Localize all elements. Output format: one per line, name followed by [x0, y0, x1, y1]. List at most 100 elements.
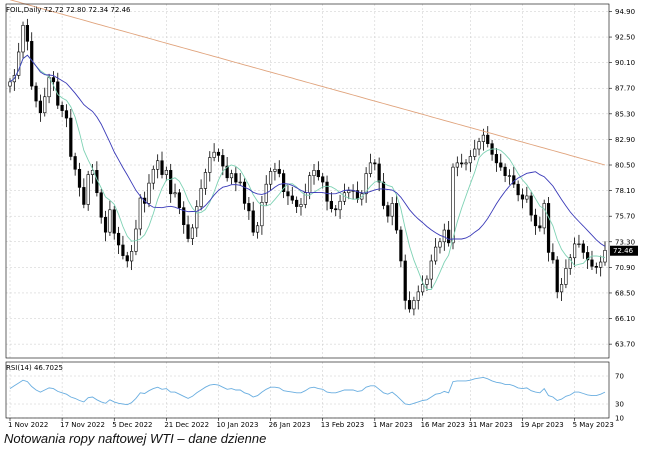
- candle-body: [481, 134, 485, 142]
- x-tick-label: 5 May 2023: [573, 421, 614, 429]
- candle-body: [17, 51, 21, 76]
- candle-body: [368, 162, 373, 174]
- candle-body: [473, 148, 477, 157]
- x-tick-label: 1 Nov 2022: [8, 421, 48, 429]
- candle-body: [116, 232, 121, 246]
- price-chart-svg: 94.90 92.50 90.10 87.70 85.30 82.90 80.50 78.10…: [5, 0, 638, 429]
- rsi-tick-label: 30: [615, 401, 624, 409]
- candle-body: [221, 155, 225, 167]
- candle-body: [69, 117, 73, 157]
- candle-body: [121, 244, 125, 256]
- candle-body: [347, 190, 351, 194]
- candle-body: [173, 192, 177, 195]
- moving-averages: [9, 0, 606, 290]
- candle-body: [277, 168, 281, 174]
- y-tick-label: 73.30: [615, 238, 635, 246]
- candle-body: [572, 243, 577, 259]
- candle-body: [138, 197, 142, 230]
- candle-body: [464, 162, 468, 165]
- candle-body: [407, 300, 412, 310]
- candle-body: [73, 156, 77, 170]
- x-tick-label: 5 Dec 2022: [112, 421, 152, 429]
- candle-body: [581, 243, 585, 253]
- candle-body: [546, 203, 551, 253]
- candle-body: [603, 250, 607, 263]
- candle-body: [420, 284, 425, 293]
- rsi-tick-label: 10: [615, 415, 624, 423]
- candle-body: [416, 291, 420, 301]
- rsi-panel: [9, 376, 606, 406]
- candle-body: [242, 181, 247, 204]
- candle-body: [577, 243, 581, 246]
- candle-body: [525, 195, 529, 200]
- candle-body: [290, 195, 294, 201]
- candle-body: [381, 181, 386, 206]
- candle-body: [390, 203, 394, 217]
- candle-body: [338, 200, 342, 211]
- candle-body: [451, 166, 455, 244]
- price-tag-box: [610, 245, 638, 256]
- candle-body: [238, 181, 242, 184]
- candle-body: [334, 208, 338, 211]
- x-tick-label: 17 Nov 2022: [60, 421, 105, 429]
- candle-body: [77, 168, 82, 188]
- y-tick-label: 80.50: [615, 162, 635, 170]
- x-tick-label: 10 Jan 2023: [216, 421, 258, 429]
- candle-body: [169, 170, 173, 195]
- candle-body: [234, 173, 238, 183]
- candle-body: [599, 261, 603, 268]
- candle-body: [555, 259, 559, 293]
- price-tag-label: 72.46: [613, 247, 634, 255]
- ma-mid-line: [9, 54, 606, 247]
- candle-body: [195, 206, 199, 229]
- y-tick-label: 85.30: [615, 110, 635, 118]
- candle-body: [299, 204, 303, 207]
- candle-body: [156, 160, 160, 170]
- candlesticks: [8, 18, 607, 316]
- y-tick-label: 68.50: [615, 289, 635, 297]
- candle-body: [559, 284, 564, 293]
- y-tick-label: 92.50: [615, 34, 635, 42]
- candle-body: [329, 200, 333, 210]
- candle-body: [203, 172, 208, 189]
- candle-body: [533, 214, 538, 227]
- candle-body: [125, 255, 129, 262]
- candle-body: [494, 154, 499, 164]
- candle-body: [503, 166, 507, 176]
- candle-body: [412, 300, 416, 310]
- candle-body: [38, 100, 43, 114]
- price-panel-frame: [5, 3, 610, 359]
- y-tick-label: 63.70: [615, 341, 635, 349]
- candle-body: [429, 260, 433, 280]
- x-tick-label: 19 Apr 2023: [520, 421, 563, 429]
- candle-body: [468, 156, 472, 164]
- candle-body: [486, 134, 490, 144]
- candle-body: [229, 173, 234, 179]
- chart-caption: Notowania ropy naftowej WTI – dane dzien…: [4, 431, 267, 446]
- candle-body: [164, 170, 168, 175]
- x-tick-label: 21 Dec 2022: [164, 421, 209, 429]
- candle-body: [273, 168, 277, 172]
- candle-body: [568, 257, 572, 269]
- candle-body: [447, 229, 451, 244]
- rsi-line: [9, 376, 606, 406]
- candle-body: [260, 202, 264, 227]
- y-tick-label: 90.10: [615, 59, 635, 67]
- candle-body: [147, 182, 151, 204]
- y-tick-label: 70.90: [615, 264, 635, 272]
- candle-body: [282, 173, 286, 192]
- y-tick-label: 87.70: [615, 85, 635, 93]
- candle-body: [177, 192, 181, 208]
- candle-body: [460, 162, 464, 165]
- candle-body: [538, 225, 542, 229]
- grid: [6, 4, 609, 419]
- chart-area: 94.90 92.50 90.10 87.70 85.30 82.90 80.50 78.10…: [5, 0, 638, 429]
- candle-body: [112, 209, 116, 234]
- candle-body: [286, 191, 290, 197]
- candle-body: [507, 175, 512, 177]
- candle-body: [442, 229, 446, 243]
- chart-title: FOIL,Daily 72.72 72.80 72.34 72.46: [6, 6, 131, 14]
- candle-body: [564, 268, 568, 285]
- x-tick-label: 26 Jan 2023: [269, 421, 311, 429]
- candle-body: [268, 171, 273, 185]
